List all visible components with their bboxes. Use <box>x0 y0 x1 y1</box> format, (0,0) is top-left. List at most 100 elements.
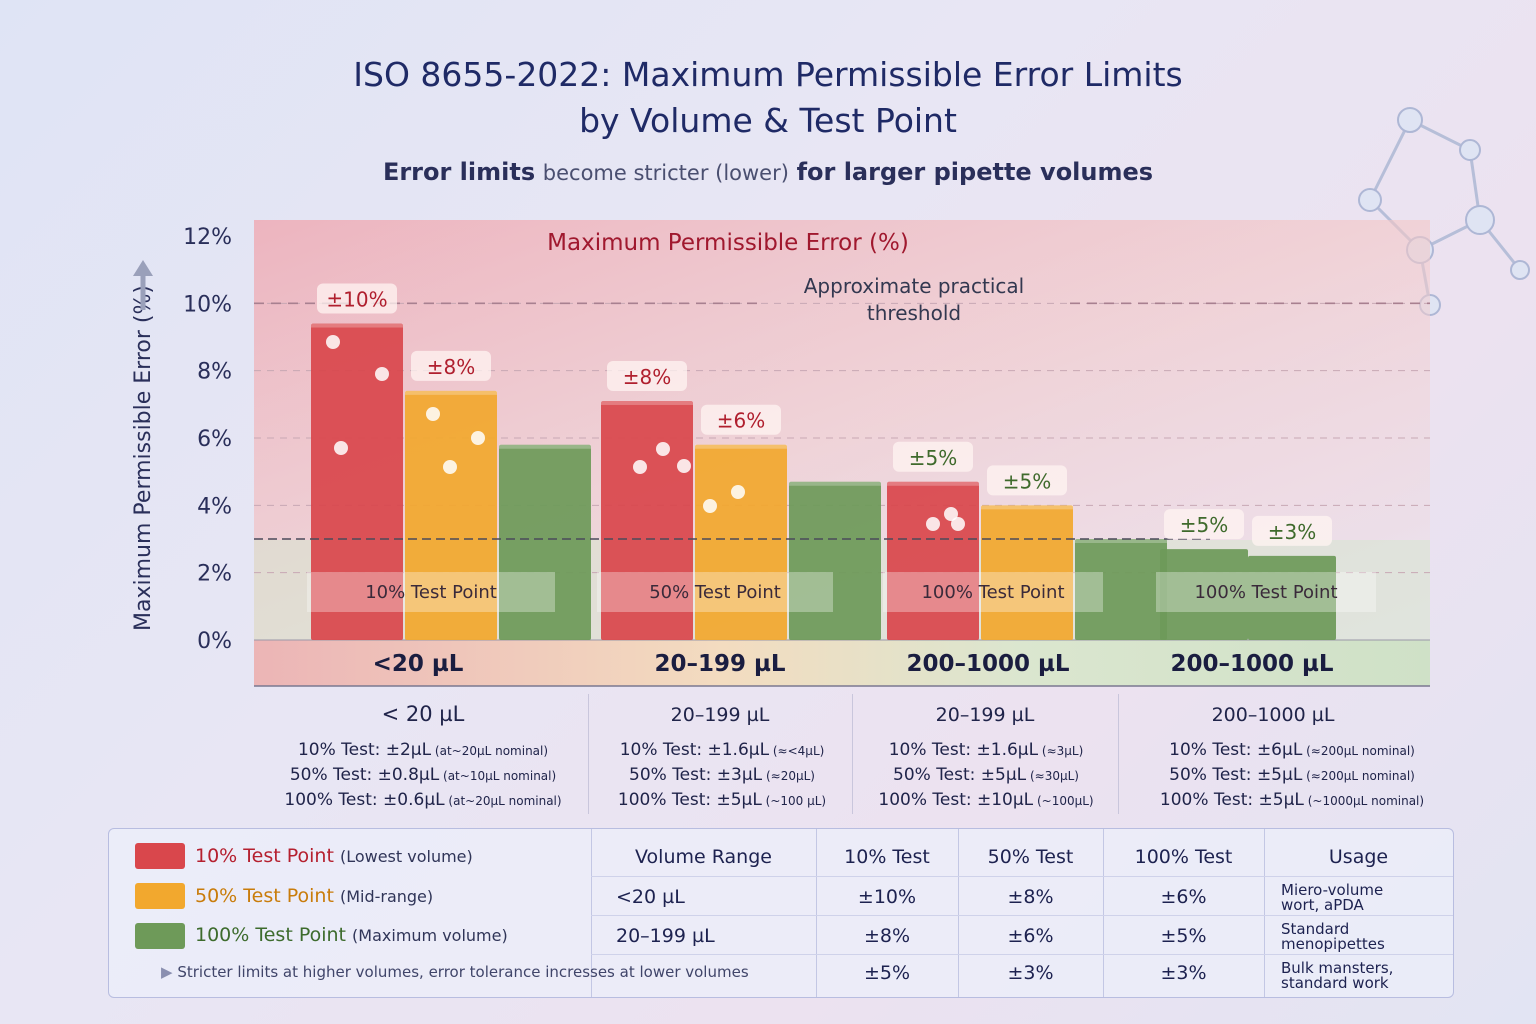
bar <box>695 444 787 640</box>
y-tick-label: 6% <box>197 427 232 452</box>
test-point-label: 10% Test Point <box>365 582 497 603</box>
test-point-band <box>597 572 833 612</box>
table-cell: ±5% <box>1160 925 1207 947</box>
table-header: Volume Range <box>635 846 772 868</box>
test-point-label: 50% Test Point <box>649 582 781 603</box>
bar-highlight <box>695 444 787 449</box>
bubble-icon <box>334 441 348 455</box>
bar-highlight <box>601 400 693 405</box>
table-header: 50% Test <box>987 846 1074 868</box>
bubble-icon <box>375 367 389 381</box>
legend-swatch-red <box>135 843 185 869</box>
bubble-icon <box>926 517 940 531</box>
table-cell: ±3% <box>1007 962 1054 984</box>
bar <box>405 390 497 640</box>
test-point-band <box>307 572 555 612</box>
table-cell: <20 µL <box>616 886 685 908</box>
data-label-bg <box>701 404 781 435</box>
footnote: ▶ Stricter limits at higher volumes, err… <box>161 963 749 981</box>
bar-highlight <box>887 481 979 486</box>
bar-highlight <box>405 390 497 395</box>
bar-highlight <box>789 481 881 486</box>
table-header: Usage <box>1328 846 1389 868</box>
detail-line: 10% Test: ±1.6µL (≈3µL) <box>888 740 1084 760</box>
detail-head: 200–1000 µL <box>1211 704 1335 726</box>
data-label: ±8% <box>427 355 476 379</box>
subtitle-part-3: for larger pipette volumes <box>796 158 1154 186</box>
detail-line: 100% Test: ±5µL (~1000µL nominal) <box>1159 790 1425 810</box>
bar <box>311 323 403 640</box>
detail-line: 10% Test: ±2µL (at~20µL nominal) <box>297 740 549 760</box>
data-label: ±5% <box>1003 469 1052 493</box>
table-cell: ±6% <box>1160 886 1207 908</box>
y-tick-label: 12% <box>183 225 232 250</box>
data-label-bg <box>1164 509 1244 540</box>
bar <box>1075 539 1167 640</box>
x-category-label: <20 µL <box>373 651 464 677</box>
bar-highlight <box>1075 539 1167 543</box>
bubble-icon <box>731 485 745 499</box>
table-cell: ±5% <box>863 962 911 984</box>
title-line-2: by Volume & Test Point <box>579 101 957 140</box>
data-label-bg <box>1252 515 1332 546</box>
plot-title: Maximum Permissible Error (%) <box>547 230 909 256</box>
test-point-label: 100% Test Point <box>921 582 1064 603</box>
data-label-bg <box>607 360 687 391</box>
chart-subtitle: Error limits become stricter (lower) for… <box>0 158 1536 186</box>
legend-table: 10% Test Point (Lowest volume) 50% Test … <box>108 828 1454 998</box>
subtitle-part-1: Error limits <box>382 158 536 186</box>
data-label: ±5% <box>909 446 958 470</box>
detail-line: 100% Test: ±0.6µL (at~20µL nominal) <box>284 790 562 810</box>
bubble-icon <box>633 460 647 474</box>
y-tick-label: 0% <box>197 629 232 654</box>
table-cell: ±3% <box>1160 962 1207 984</box>
category-band <box>254 640 1430 686</box>
detail-line: 50% Test: ±0.8µL (at~10µL nominal) <box>289 765 557 785</box>
footnote-arrow-icon: ▶ <box>161 963 173 981</box>
bubble-icon <box>471 431 485 445</box>
detail-section: < 20 µL 20–199 µL 20–199 µL 200–1000 µL … <box>0 690 1536 820</box>
x-category-label: 200–1000 µL <box>1170 651 1333 677</box>
legend-swatch-orange <box>135 883 185 909</box>
detail-line: 10% Test: ±1.6µL (≈<4µL) <box>619 740 825 760</box>
data-label: ±3% <box>1268 520 1317 544</box>
legend-swatch-green <box>135 923 185 949</box>
bubble-icon <box>426 407 440 421</box>
table-cell: ±6% <box>1007 925 1054 947</box>
data-label: ±8% <box>623 365 672 389</box>
threshold-label-line-2: threshold <box>867 301 961 325</box>
y-tick-label: 8% <box>197 360 232 385</box>
y-tick-label: 4% <box>197 494 232 519</box>
table-cell: ±8% <box>1007 886 1054 908</box>
y-axis-arrow-icon <box>133 260 153 310</box>
bubble-icon <box>703 499 717 513</box>
test-point-band <box>1156 572 1376 612</box>
test-point-label: 100% Test Point <box>1194 582 1337 603</box>
y-tick-label: 2% <box>197 562 232 587</box>
title-line-1: ISO 8655-2022: Maximum Permissible Error… <box>353 55 1183 94</box>
detail-line: 10% Test: ±6µL (≈200µL nominal) <box>1169 740 1415 760</box>
data-label: ±5% <box>1180 513 1229 537</box>
data-label-bg <box>987 465 1067 496</box>
data-label: ±10% <box>326 288 387 312</box>
bubble-icon <box>326 335 340 349</box>
x-category-label: 20–199 µL <box>654 651 785 677</box>
bubble-icon <box>677 459 691 473</box>
bar <box>789 481 881 640</box>
bar <box>1248 555 1336 640</box>
test-point-band <box>883 572 1103 612</box>
detail-head: 20–199 µL <box>935 704 1035 726</box>
data-label-bg <box>893 441 973 472</box>
table-cell: ±10% <box>857 886 917 908</box>
table-cell: 20–199 µL <box>616 925 715 947</box>
bar <box>1160 549 1248 640</box>
usage-cell: Standard menopipettes <box>1281 920 1385 953</box>
chart-title: ISO 8655-2022: Maximum Permissible Error… <box>0 52 1536 144</box>
bar-highlight <box>311 323 403 328</box>
bar <box>887 481 979 640</box>
table-header: 100% Test <box>1134 846 1233 868</box>
threshold-label-line-1: Approximate practical <box>804 274 1025 298</box>
detail-head: < 20 µL <box>381 702 465 726</box>
data-label-bg <box>411 350 491 381</box>
data-label: ±6% <box>717 409 766 433</box>
